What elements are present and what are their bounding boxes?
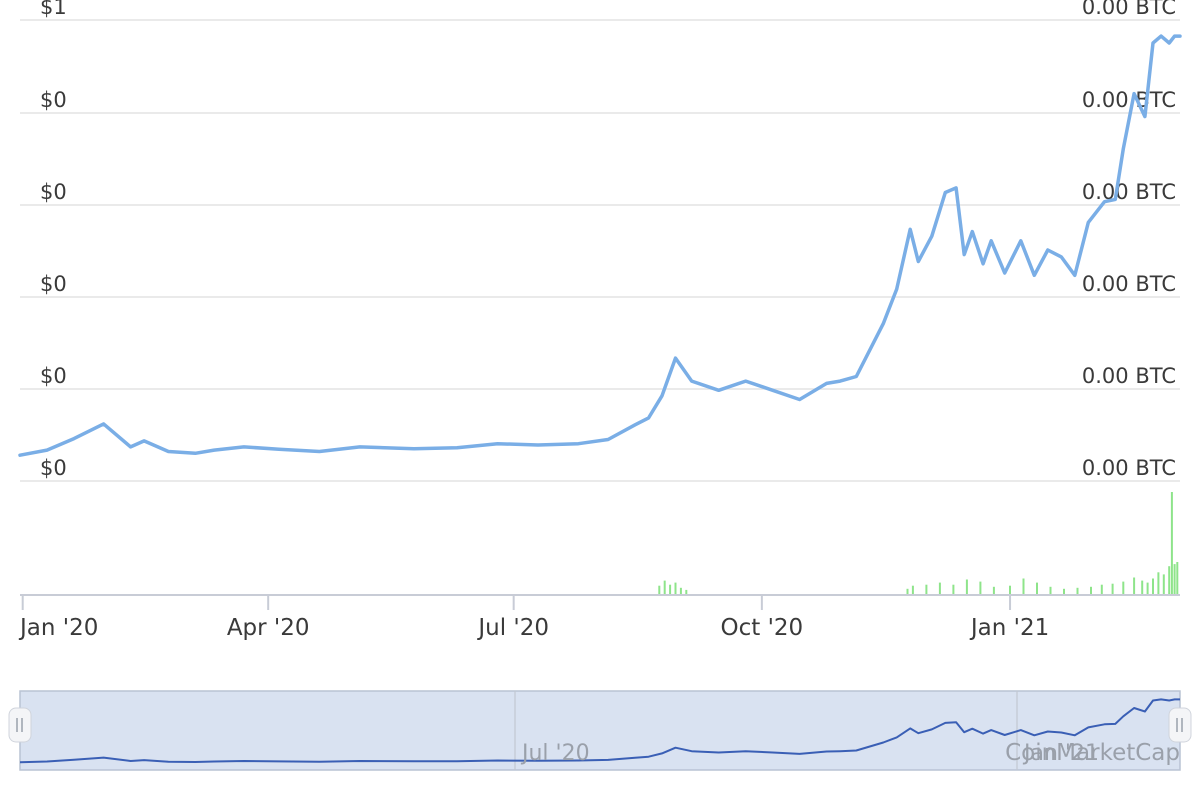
volume-bar (938, 582, 941, 595)
volume-bar (952, 584, 955, 595)
y-right-tick-label: 0.00 BTC (1082, 456, 1176, 480)
navigator-right-handle[interactable] (1168, 707, 1192, 743)
navigator-left-handle[interactable] (8, 707, 32, 743)
volume-bar (1090, 586, 1092, 595)
volume-bar (1146, 582, 1149, 595)
volume-bar (1009, 585, 1011, 595)
handle-grip-icon (16, 718, 23, 732)
volume-bar (911, 585, 914, 595)
volume-bar (685, 589, 688, 596)
x-tick-label: Apr '20 (227, 615, 310, 641)
x-tick-label: Jul '20 (476, 615, 549, 641)
range-navigator[interactable]: Jul '20 Jan '21 CoinMarketCap (8, 690, 1192, 771)
y-left-tick-label: $0 (40, 456, 67, 480)
x-tick-label: Oct '20 (721, 615, 804, 641)
volume-bar (965, 579, 968, 595)
volume-bar (1162, 574, 1165, 595)
volume-bar (925, 584, 928, 595)
y-right-tick-label: 0.00 BTC (1082, 364, 1176, 388)
x-tick-label: Jan '21 (969, 615, 1049, 641)
volume-bar (1122, 581, 1125, 595)
volume-bar (1049, 586, 1052, 595)
y-axis-right-labels: 0.00 BTC 0.00 BTC 0.00 BTC 0.00 BTC 0.00 BTC… (1082, 0, 1176, 480)
volume-bar (669, 584, 672, 595)
y-right-tick-label: 0.00 BTC (1082, 88, 1176, 112)
volume-bar (1022, 578, 1025, 595)
coinmarketcap-watermark: CoinMarketCap (1005, 740, 1180, 766)
navigator-selected-range[interactable] (19, 690, 1181, 771)
y-left-tick-label: $1 (40, 0, 67, 19)
navigator-label-jan-21: Jan '21 (1022, 741, 1099, 766)
volume-bar (1176, 562, 1179, 595)
y-right-tick-label: 0.00 BTC (1082, 180, 1176, 204)
y-right-tick-label: 0.00 BTC (1082, 272, 1176, 296)
volume-bar (979, 581, 982, 595)
volume-bar (1133, 577, 1136, 595)
x-axis-ticks: Jan '20 Apr '20 Jul '20 Oct '20 Jan '21 (18, 595, 1049, 641)
navigator-price-line (19, 698, 1180, 764)
y-axis-left-labels: $1 $0 $0 $0 $0 $0 (40, 0, 67, 480)
y-left-tick-label: $0 (40, 364, 67, 388)
y-left-tick-label: $0 (40, 180, 67, 204)
y-right-tick-label: 0.00 BTC (1082, 0, 1176, 19)
volume-bar (674, 582, 677, 595)
volume-bar-series (116, 492, 1179, 596)
volume-bar (992, 586, 995, 595)
volume-bar (1173, 564, 1176, 595)
y-grid-lines (20, 19, 1180, 482)
y-left-tick-label: $0 (40, 88, 67, 112)
x-tick-label: Jan '20 (18, 615, 98, 641)
y-left-tick-label: $0 (40, 272, 67, 296)
volume-bar (658, 585, 661, 595)
handle-grip-icon (1176, 718, 1183, 732)
volume-bar (1111, 583, 1114, 595)
volume-bar (1168, 566, 1171, 595)
volume-bar (1152, 578, 1154, 595)
volume-bar (1100, 584, 1103, 595)
volume-bar (679, 587, 682, 595)
navigator-label-jul-20: Jul '20 (520, 741, 590, 766)
volume-bar (906, 588, 909, 595)
price-line-series (18, 34, 1182, 457)
volume-bar (1076, 587, 1079, 595)
volume-bar (1036, 582, 1038, 595)
volume-bar (1063, 588, 1065, 595)
volume-bar (663, 580, 666, 595)
volume-bar (1170, 492, 1173, 595)
volume-bar (1157, 572, 1160, 595)
volume-bar (1141, 580, 1144, 595)
